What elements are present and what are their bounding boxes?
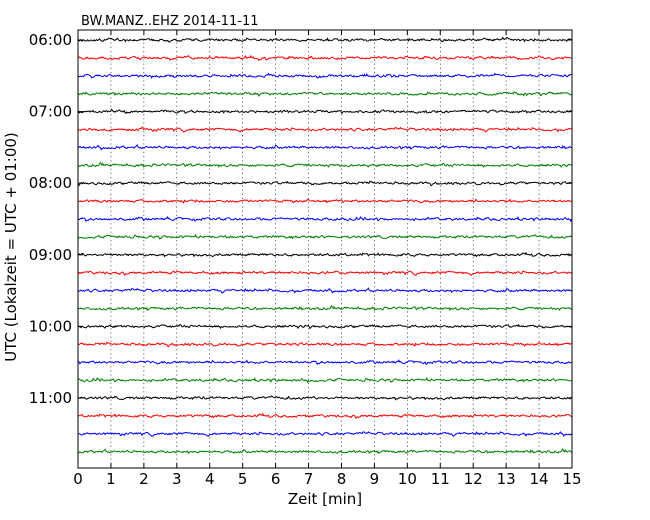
x-tick-label: 6: [271, 470, 281, 488]
x-tick-label: 7: [304, 470, 314, 488]
x-tick-label: 5: [238, 470, 248, 488]
seismic-trace: [77, 341, 572, 348]
x-tick-label: 10: [398, 470, 417, 488]
seismic-trace: [77, 376, 572, 384]
seismic-trace: [77, 108, 572, 115]
seismic-trace: [77, 91, 572, 97]
seismic-trace: [77, 412, 572, 419]
x-tick-label: 13: [497, 470, 516, 488]
seismic-trace: [77, 72, 572, 79]
seismic-trace: [77, 54, 572, 62]
x-tick-label: 14: [530, 470, 549, 488]
seismic-trace: [77, 198, 572, 204]
seismic-trace: [77, 447, 572, 455]
x-tick-label: 12: [464, 470, 483, 488]
x-tick-label: 2: [139, 470, 149, 488]
seismic-trace: [77, 251, 572, 258]
seismic-trace: [77, 358, 572, 366]
x-tick-label: 1: [106, 470, 116, 488]
y-tick-label: 07:00: [29, 103, 72, 121]
seismic-traces: [77, 36, 573, 455]
x-tick-label: 15: [562, 470, 581, 488]
seismic-trace: [77, 233, 572, 240]
x-tick-label: 11: [431, 470, 450, 488]
x-axis-title: Zeit [min]: [288, 490, 362, 508]
x-tick-label: 3: [172, 470, 182, 488]
y-axis-ticks: 06:00 07:00 08:00 09:00 10:00 11:00: [29, 31, 572, 407]
seismic-trace: [77, 323, 572, 330]
seismic-trace: [77, 287, 572, 294]
grid-lines: [110, 30, 540, 468]
seismic-trace: [77, 304, 572, 312]
y-tick-label: 08:00: [29, 174, 72, 192]
y-tick-label: 10:00: [29, 317, 72, 335]
x-tick-label: 4: [205, 470, 215, 488]
seismic-trace: [77, 126, 572, 133]
seismic-trace: [77, 144, 572, 151]
seismic-trace: [77, 270, 572, 276]
seismic-trace: [77, 215, 573, 223]
x-axis-ticks: 0 1 2 3 4 5 6 7 8 9 10 11 12 13 14 15: [73, 30, 582, 488]
y-tick-label: 11:00: [29, 389, 72, 407]
plot-frame: [77, 29, 573, 469]
y-tick-label: 06:00: [29, 31, 72, 49]
seismic-trace: [77, 180, 572, 187]
chart-title: BW.MANZ..EHZ 2014-11-11: [81, 14, 259, 29]
seismic-trace: [77, 161, 572, 169]
x-tick-label: 8: [337, 470, 347, 488]
y-axis-title: UTC (Lokalzeit = UTC + 01:00): [2, 132, 20, 362]
seismic-trace: [77, 36, 572, 43]
y-tick-label: 09:00: [29, 246, 72, 264]
seismic-trace: [77, 395, 572, 401]
x-tick-label: 0: [73, 470, 83, 488]
x-tick-label: 9: [370, 470, 380, 488]
seismic-trace: [77, 431, 572, 438]
